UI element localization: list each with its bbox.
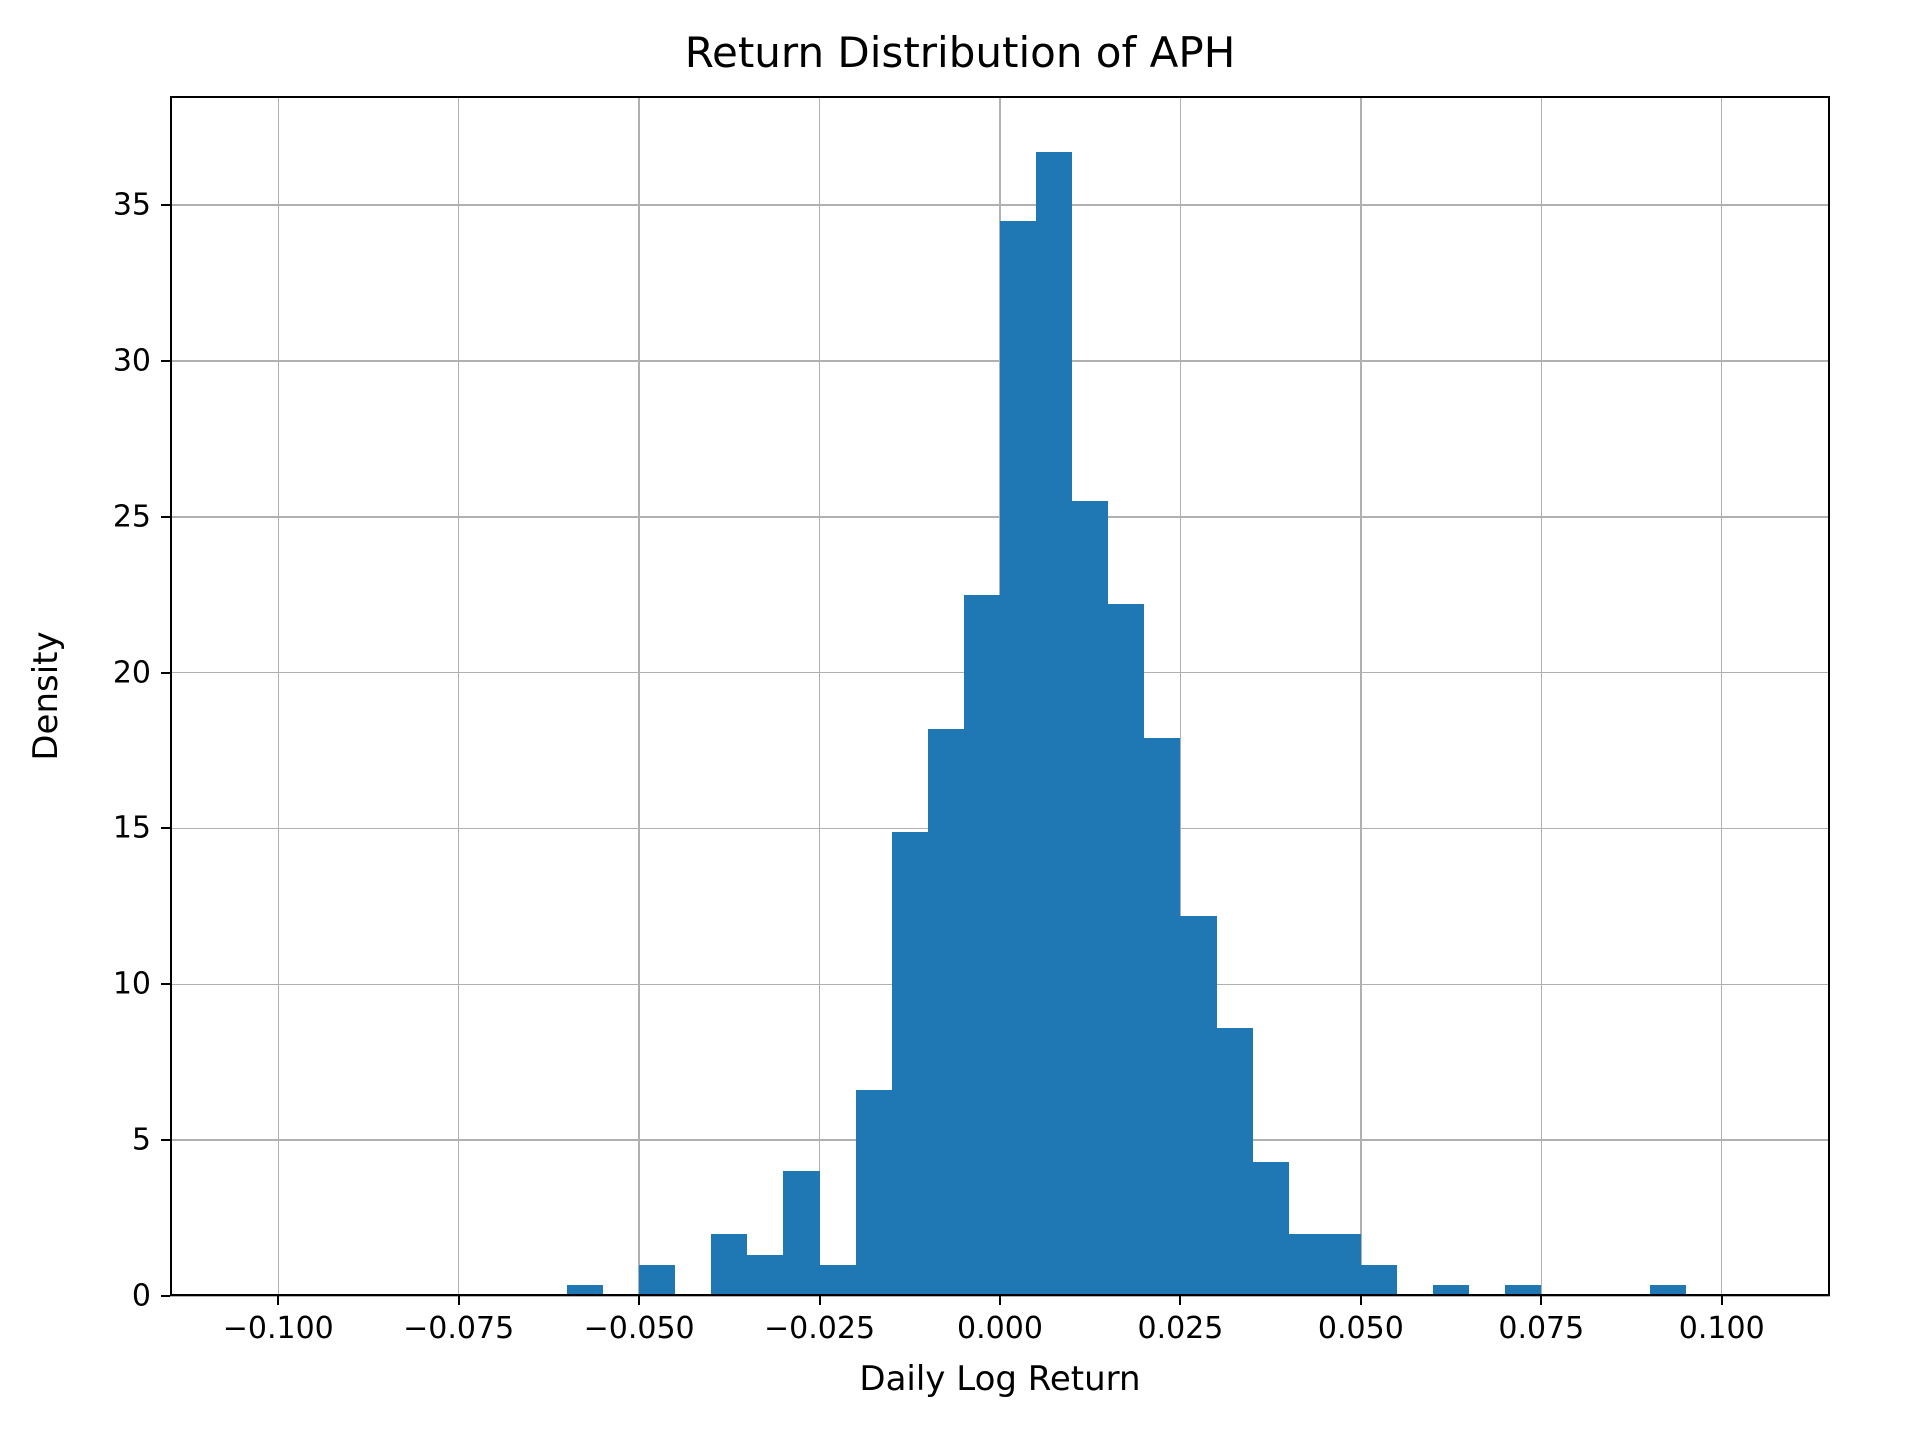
x-tick-label: 0.050 [1318,1311,1404,1346]
grid-line-vertical [458,96,460,1296]
x-tick [277,1296,279,1305]
y-tick [161,204,170,206]
histogram-bar [1505,1285,1541,1296]
chart-title: Return Distribution of APH [0,28,1920,77]
y-tick-label: 35 [101,188,151,223]
histogram-bar [1072,501,1108,1296]
y-tick [161,360,170,362]
histogram-bar [892,832,928,1296]
x-tick [1721,1296,1723,1305]
x-tick [819,1296,821,1305]
x-tick-label: 0.025 [1137,1311,1223,1346]
histogram-bar [1144,738,1180,1296]
y-tick [161,1295,170,1297]
histogram-bar [1036,152,1072,1296]
x-axis-label: Daily Log Return [859,1359,1140,1399]
y-tick-label: 5 [101,1123,151,1158]
histogram-bar [964,595,1000,1296]
x-tick-label: −0.025 [764,1311,875,1346]
x-tick [1540,1296,1542,1305]
y-tick [161,1139,170,1141]
y-tick [161,827,170,829]
histogram-bar [1000,221,1036,1296]
y-tick [161,672,170,674]
grid-line-vertical [819,96,821,1296]
y-axis-label: Density [26,631,66,760]
grid-line-vertical [1541,96,1543,1296]
x-tick [999,1296,1001,1305]
x-tick-label: −0.050 [584,1311,695,1346]
y-tick-label: 0 [101,1279,151,1314]
histogram-bar [928,729,964,1296]
x-tick-label: 0.075 [1498,1311,1584,1346]
y-tick-label: 15 [101,811,151,846]
x-tick [1179,1296,1181,1305]
histogram-bar [1253,1162,1289,1296]
histogram-bar [1289,1234,1325,1296]
x-tick-label: 0.100 [1679,1311,1765,1346]
x-tick-label: −0.100 [223,1311,334,1346]
x-tick [458,1296,460,1305]
y-tick-label: 25 [101,499,151,534]
x-tick-label: −0.075 [403,1311,514,1346]
histogram-bar [1180,916,1216,1296]
figure: Return Distribution of APH Daily Log Ret… [0,0,1920,1440]
grid-line-vertical [1360,96,1362,1296]
x-tick [638,1296,640,1305]
y-tick-label: 20 [101,655,151,690]
histogram-bar [747,1255,783,1296]
histogram-bar [1217,1028,1253,1296]
histogram-bar [820,1265,856,1296]
grid-line-vertical [638,96,640,1296]
histogram-bar [1325,1234,1361,1296]
y-tick [161,983,170,985]
histogram-bar [1650,1285,1686,1296]
histogram-bar [1108,604,1144,1296]
plot-area [170,96,1830,1296]
grid-line-vertical [278,96,280,1296]
histogram-bar [1433,1285,1469,1296]
histogram-bar [856,1090,892,1296]
grid-line-vertical [1721,96,1723,1296]
histogram-bar [1361,1265,1397,1296]
histogram-bar [783,1171,819,1296]
histogram-bar [567,1285,603,1296]
y-tick-label: 10 [101,967,151,1002]
x-tick-label: 0.000 [957,1311,1043,1346]
histogram-bar [711,1234,747,1296]
y-tick-label: 30 [101,343,151,378]
x-tick [1360,1296,1362,1305]
y-tick [161,516,170,518]
histogram-bar [639,1265,675,1296]
